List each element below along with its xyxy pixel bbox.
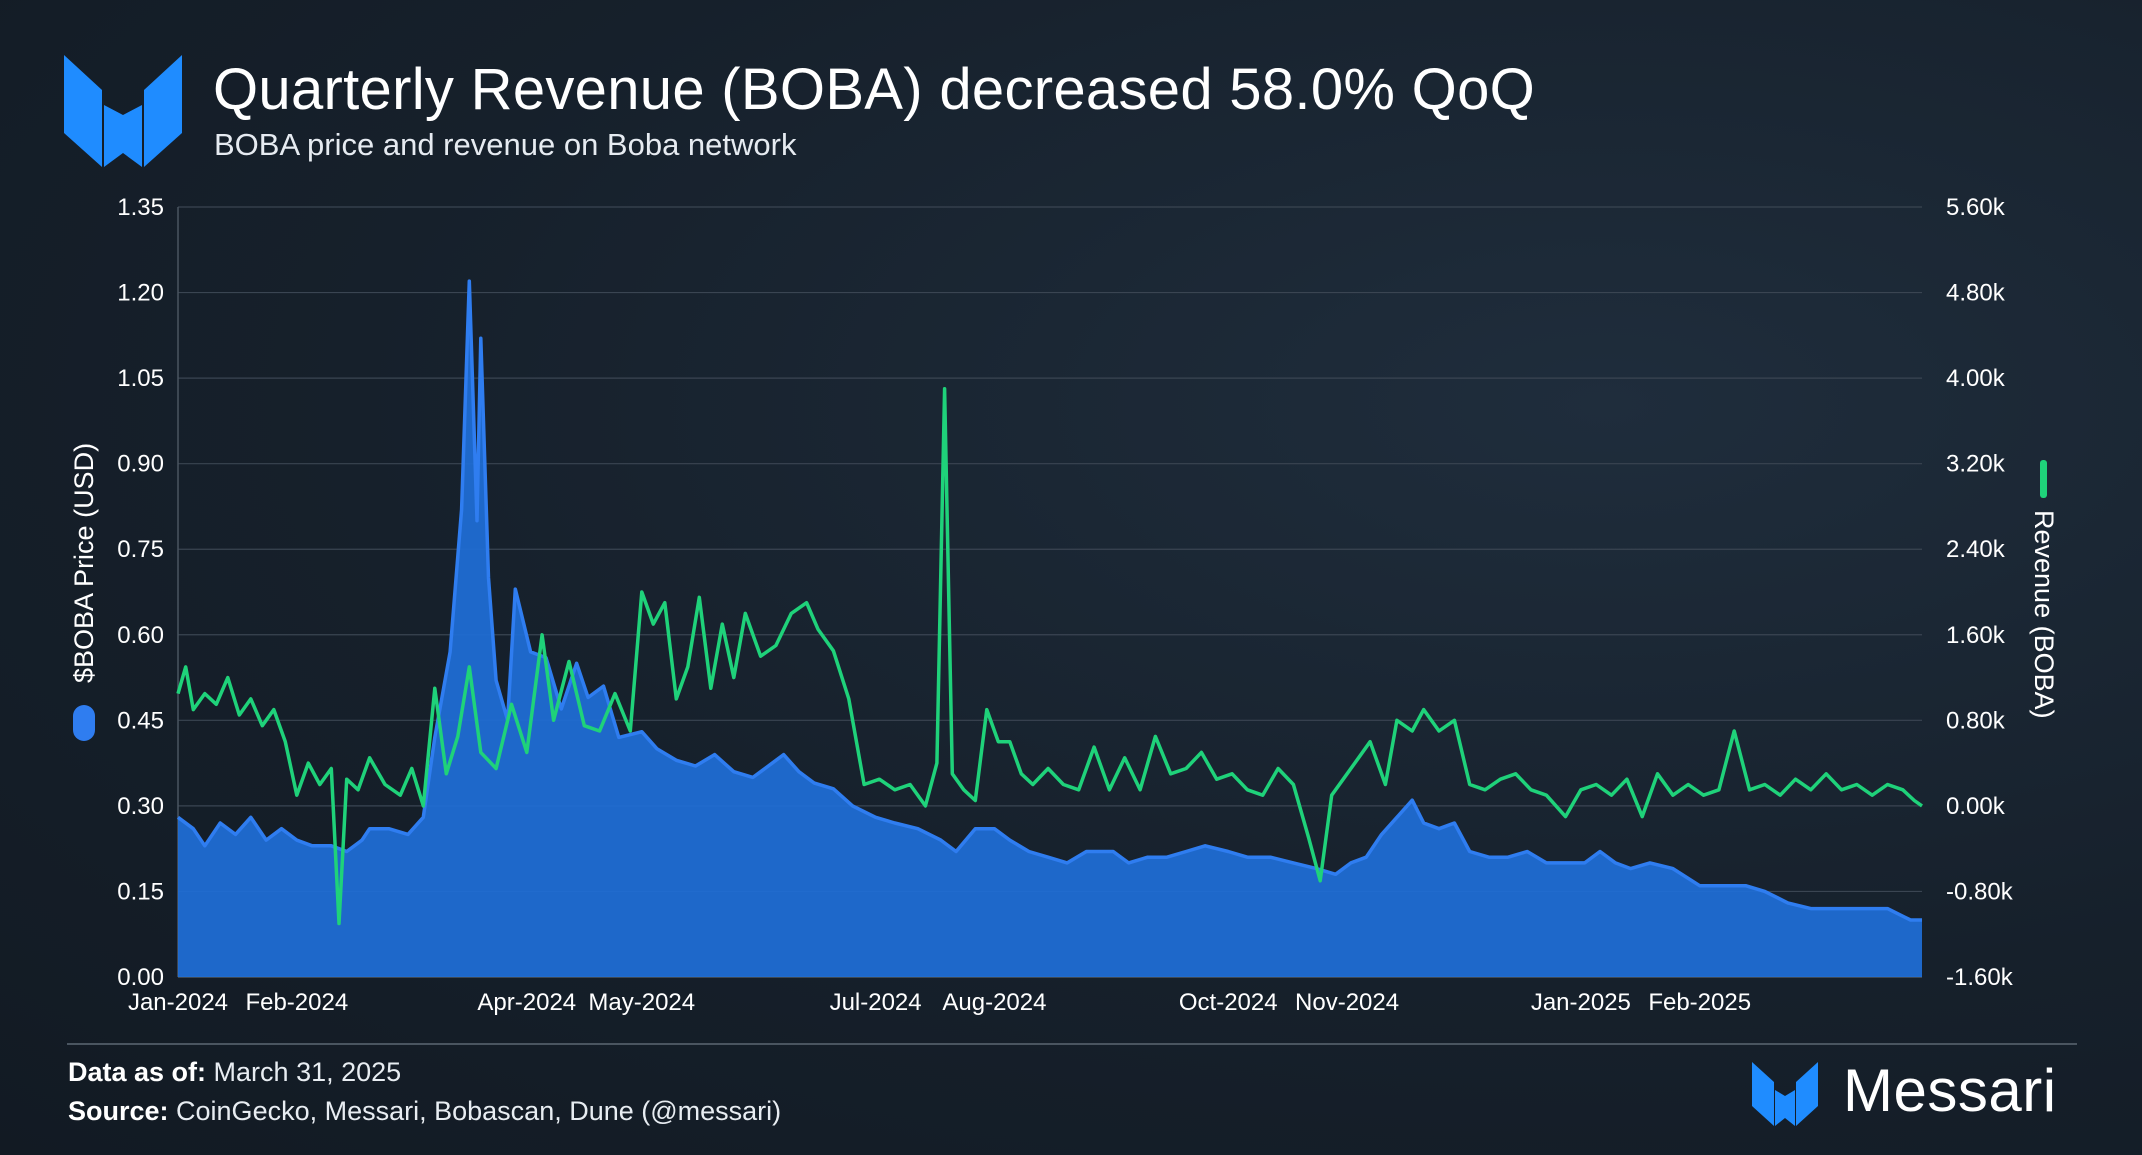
right-axis-title: Revenue (BOBA) xyxy=(2029,460,2059,719)
data-source: Source: CoinGecko, Messari, Bobascan, Du… xyxy=(68,1096,782,1126)
left-tick-label: 0.90 xyxy=(117,451,164,478)
right-tick-label: 0.00k xyxy=(1946,793,2006,820)
revenue-legend-marker xyxy=(2040,460,2047,498)
left-tick-label: 0.30 xyxy=(117,793,164,820)
x-tick-label: Jul-2024 xyxy=(830,989,922,1016)
x-tick-label: Feb-2024 xyxy=(245,989,348,1016)
x-tick-label: Oct-2024 xyxy=(1179,989,1278,1016)
right-tick-label: 4.00k xyxy=(1946,365,2006,392)
footer-divider xyxy=(67,1043,1077,1045)
right-tick-label: 2.40k xyxy=(1946,536,2006,563)
left-tick-label: 1.05 xyxy=(117,365,164,392)
left-tick-label: 1.35 xyxy=(117,194,164,221)
right-tick-label: 4.80k xyxy=(1946,280,2006,307)
chart-title: Quarterly Revenue (BOBA) decreased 58.0%… xyxy=(213,57,1536,122)
left-tick-label: 0.60 xyxy=(117,622,164,649)
x-tick-label: Jan-2025 xyxy=(1531,989,1631,1016)
price-legend-marker xyxy=(73,705,95,741)
right-tick-label: 5.60k xyxy=(1946,194,2006,221)
chart-subtitle: BOBA price and revenue on Boba network xyxy=(214,127,797,162)
x-tick-label: Nov-2024 xyxy=(1295,989,1399,1016)
x-tick-label: Jan-2024 xyxy=(128,989,228,1016)
right-tick-label: 1.60k xyxy=(1946,622,2006,649)
x-tick-label: May-2024 xyxy=(588,989,695,1016)
series-layer xyxy=(176,279,1924,978)
right-tick-label: -0.80k xyxy=(1946,878,2014,905)
left-tick-label: 0.00 xyxy=(117,964,164,991)
left-axis-label: $BOBA Price (USD) xyxy=(69,443,99,683)
right-tick-label: 0.80k xyxy=(1946,707,2006,734)
messari-wordmark: Messari xyxy=(1843,1057,2057,1124)
left-axis-title: $BOBA Price (USD) xyxy=(69,443,99,741)
right-axis-label: Revenue (BOBA) xyxy=(2029,510,2059,719)
messari-logo-icon xyxy=(64,55,182,167)
left-tick-label: 0.45 xyxy=(117,707,164,734)
x-tick-label: Feb-2025 xyxy=(1648,989,1751,1016)
x-tick-label: Apr-2024 xyxy=(477,989,576,1016)
price-area xyxy=(178,281,1922,978)
left-tick-label: 0.15 xyxy=(117,878,164,905)
right-tick-label: -1.60k xyxy=(1946,964,2014,991)
revenue-line xyxy=(176,387,1924,926)
right-tick-label: 3.20k xyxy=(1946,451,2006,478)
left-tick-label: 1.20 xyxy=(117,280,164,307)
x-tick-label: Aug-2024 xyxy=(942,989,1046,1016)
right-axis-ticks: -1.60k -0.80k 0.00k 0.80k 1.60k 2.40k 3.20k 4.0… xyxy=(1946,194,2014,991)
price-line xyxy=(176,279,1922,922)
footer-divider-right xyxy=(1077,1043,2077,1045)
messari-brand-icon xyxy=(1752,1062,1818,1126)
x-axis-ticks: Jan-2024 Feb-2024 Apr-2024 May-2024 Jul-2024… xyxy=(128,989,1751,1016)
data-as-of: Data as of: March 31, 2025 xyxy=(68,1057,402,1087)
left-tick-label: 0.75 xyxy=(117,536,164,563)
left-axis-ticks: 0.00 0.15 0.30 0.45 0.60 0.75 0.90 1.05 1.20 1.35 xyxy=(117,194,164,991)
